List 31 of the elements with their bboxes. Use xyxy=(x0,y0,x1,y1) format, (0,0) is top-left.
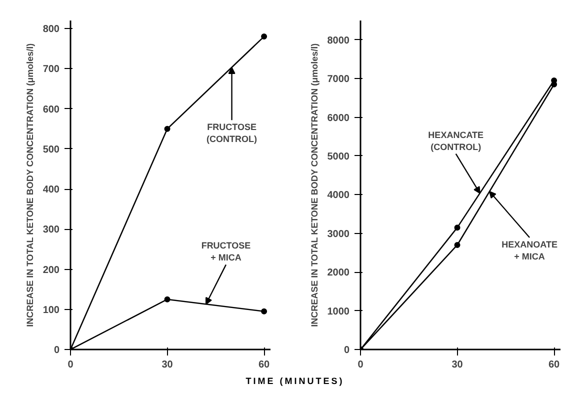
y-tick-label: 700 xyxy=(42,64,60,76)
x-tick-label: 60 xyxy=(258,360,270,370)
annotation: FRUCTOSE + MICA xyxy=(201,240,251,263)
x-tick-label: 0 xyxy=(68,360,74,370)
x-tick-label: 0 xyxy=(358,360,364,370)
x-axis-title: TIME (MINUTES) xyxy=(246,375,344,388)
y-tick-label: 0 xyxy=(344,345,350,356)
y-tick-label: 100 xyxy=(42,304,60,316)
y-axis-title: INCREASE IN TOTAL KETONE BODY CONCENTRATION (μmoles/l) xyxy=(24,43,35,327)
y-tick-label: 200 xyxy=(42,264,60,276)
x-tick-label: 30 xyxy=(452,360,464,370)
y-tick-label: 8000 xyxy=(327,35,350,46)
y-tick-label: 3000 xyxy=(327,228,350,240)
y-tick-label: 0 xyxy=(54,345,60,356)
y-tick-label: 1000 xyxy=(327,306,350,318)
y-tick-label: 6000 xyxy=(327,112,350,124)
annotation: HEXANOATE + MICA xyxy=(502,240,558,262)
y-tick-label: 600 xyxy=(42,104,60,116)
y-axis-title: INCREASE IN TOTAL KETONE BODY CONCENTRATION (μmoles/l) xyxy=(309,43,320,327)
annotation: FRUCTOSE (CONTROL) xyxy=(206,122,258,144)
y-tick-label: 300 xyxy=(42,224,60,236)
annotation: HEXANCATE (CONTROL) xyxy=(428,130,484,152)
y-tick-label: 7000 xyxy=(327,74,350,86)
y-tick-label: 5000 xyxy=(327,151,350,162)
x-tick-label: 30 xyxy=(162,360,174,370)
y-tick-label: 2000 xyxy=(327,268,350,279)
x-tick-label: 60 xyxy=(548,360,560,370)
y-tick-label: 800 xyxy=(42,24,60,36)
y-tick-label: 4000 xyxy=(327,190,350,202)
y-tick-label: 400 xyxy=(42,184,60,196)
y-tick-label: 500 xyxy=(42,144,60,156)
